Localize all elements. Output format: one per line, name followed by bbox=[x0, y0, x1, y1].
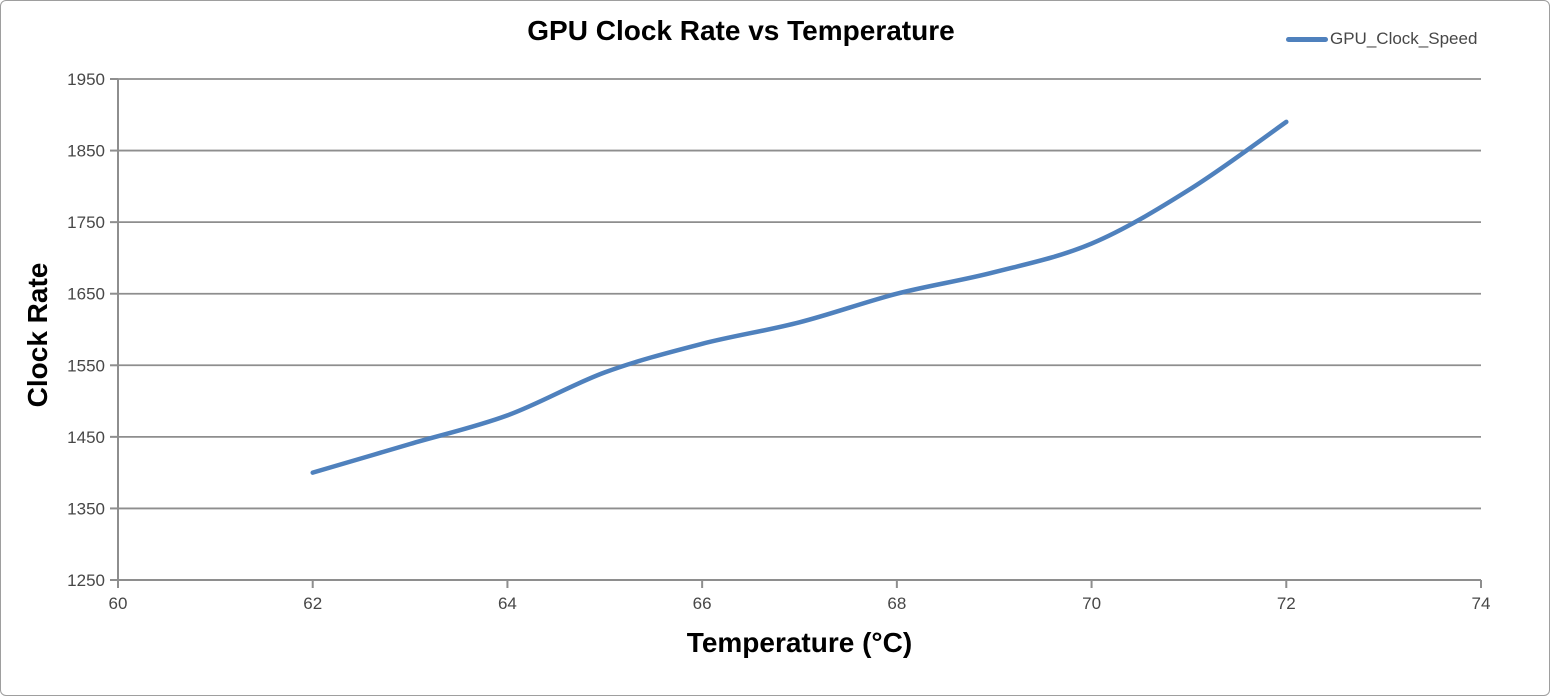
x-tick-label: 68 bbox=[887, 594, 906, 613]
chart-title: GPU Clock Rate vs Temperature bbox=[527, 15, 955, 46]
x-tick-label: 64 bbox=[498, 594, 517, 613]
y-tick-label: 1850 bbox=[67, 142, 105, 161]
legend-line-sample-icon bbox=[1286, 36, 1328, 42]
y-axis-title: Clock Rate bbox=[22, 262, 53, 408]
legend: GPU_Clock_Speed bbox=[1286, 29, 1477, 49]
series-line-gpu_clock_speed bbox=[310, 119, 1289, 475]
legend-series-label: GPU_Clock_Speed bbox=[1330, 29, 1478, 48]
x-tick-label: 60 bbox=[109, 594, 128, 613]
y-tick-label: 1250 bbox=[67, 571, 105, 590]
x-tick-label: 66 bbox=[693, 594, 712, 613]
x-tick-label: 62 bbox=[303, 594, 322, 613]
x-axis-title: Temperature (°C) bbox=[686, 627, 913, 658]
y-tick-label: 1650 bbox=[67, 285, 105, 304]
x-tick-label: 72 bbox=[1277, 594, 1296, 613]
y-tick-label: 1550 bbox=[67, 356, 105, 375]
y-tick-label: 1350 bbox=[67, 499, 105, 518]
y-tick-label: 1950 bbox=[67, 70, 105, 89]
y-tick-label: 1450 bbox=[67, 428, 105, 447]
y-tick-label: 1750 bbox=[67, 213, 105, 232]
x-tick-label: 74 bbox=[1472, 594, 1491, 613]
x-tick-label: 70 bbox=[1082, 594, 1101, 613]
